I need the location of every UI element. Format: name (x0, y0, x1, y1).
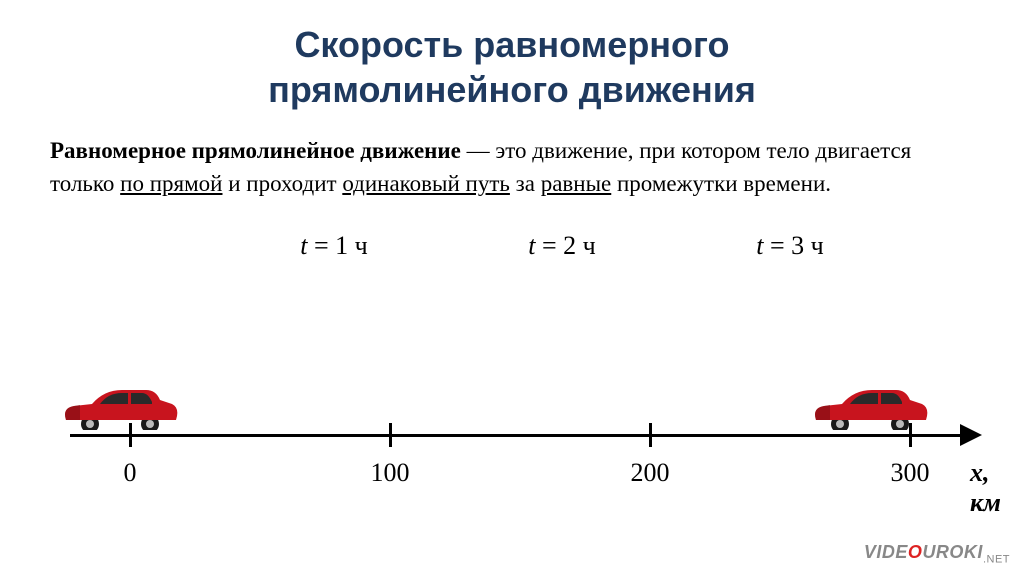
axis-tick (649, 423, 652, 447)
x-axis-arrowhead (960, 424, 982, 446)
page-title: Скорость равномерного прямолинейного дви… (0, 0, 1024, 112)
definition-paragraph: Равномерное прямолинейное движение — это… (0, 112, 1024, 201)
axis-tick (389, 423, 392, 447)
title-line-1: Скорость равномерного (0, 22, 1024, 67)
definition-term: Равномерное прямолинейное движение (50, 138, 461, 163)
time-labels-row: t = 1 ч t = 2 ч t = 3 ч (0, 201, 1024, 261)
axis-tick-label: 100 (371, 458, 410, 488)
x-axis-label: x, км (970, 458, 1001, 518)
car-start-icon (60, 382, 180, 430)
watermark: VIDEOUROKI.NET (864, 542, 1010, 566)
car-end-icon (810, 382, 930, 430)
axis-tick-label: 200 (631, 458, 670, 488)
axis-tick-label: 0 (124, 458, 137, 488)
axis-tick-label: 300 (891, 458, 930, 488)
title-line-2: прямолинейного движения (0, 67, 1024, 112)
time-label-2: t = 2 ч (528, 231, 595, 261)
time-label-1: t = 1 ч (300, 231, 367, 261)
time-label-3: t = 3 ч (756, 231, 823, 261)
x-axis-line (70, 434, 974, 437)
